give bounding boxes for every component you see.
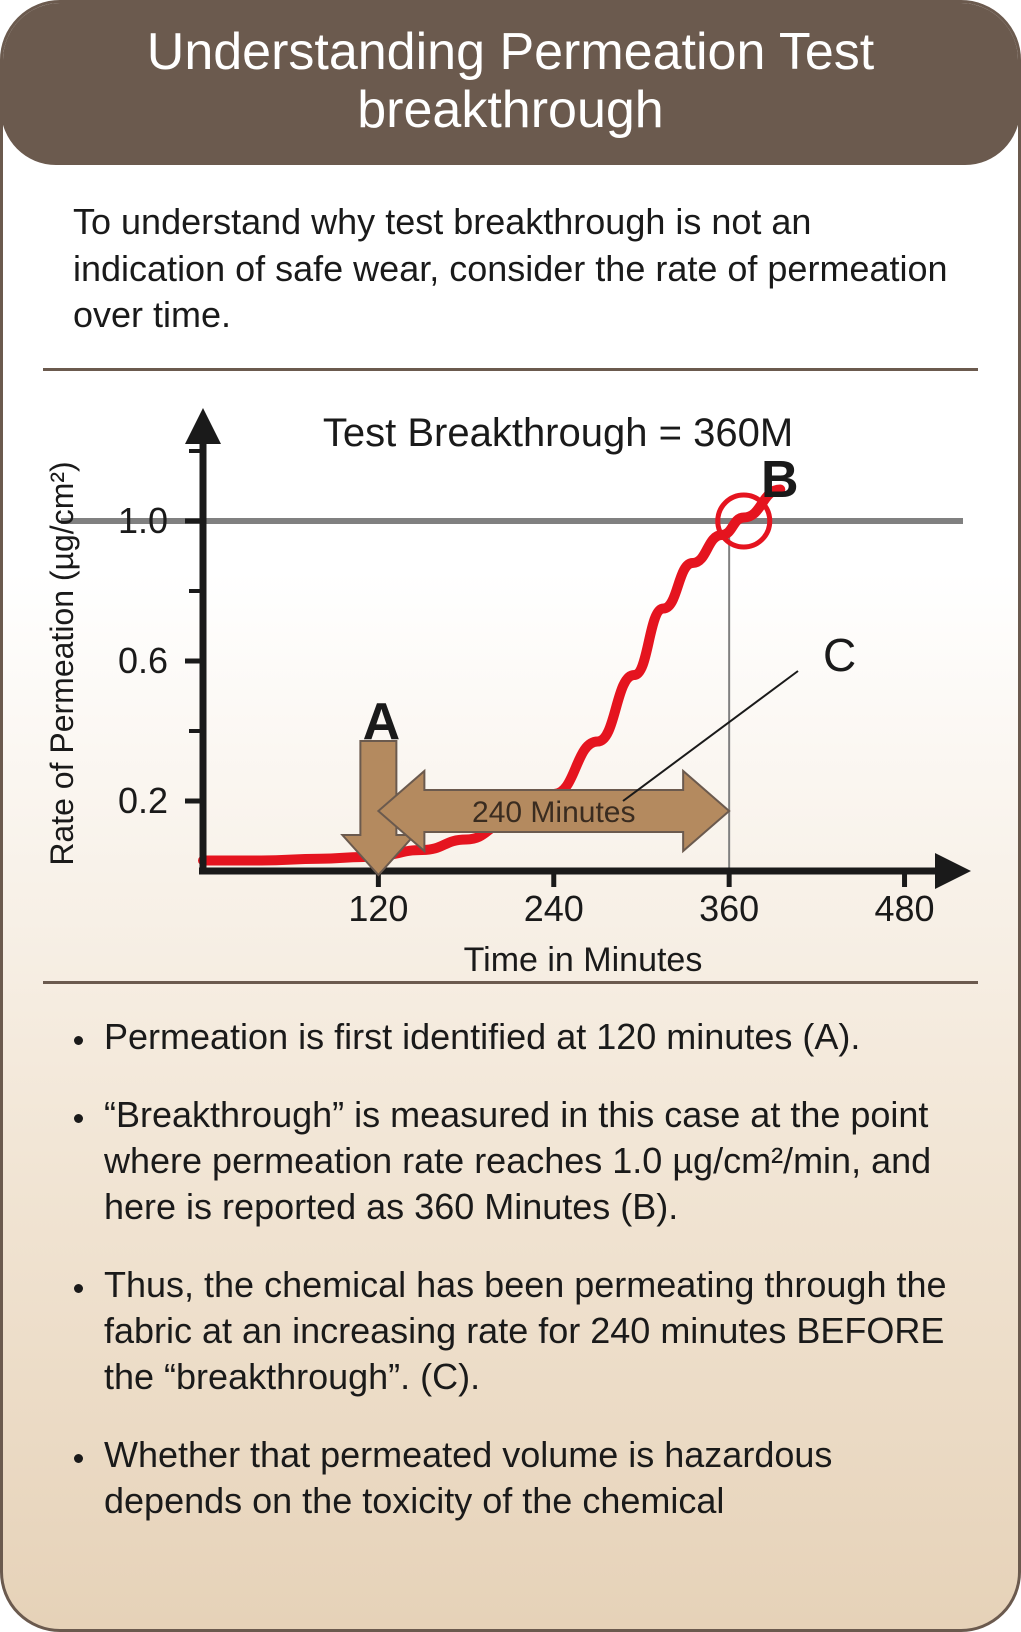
bullet-item: “Breakthrough” is measured in this case … [98,1092,948,1230]
svg-text:240 Minutes: 240 Minutes [472,796,635,829]
chart-svg: 0.2 0.6 1.0 120 240 360 480 Time in Minutes Rate… [3,371,1021,981]
svg-text:C: C [823,629,856,681]
card-title: Understanding Permeation Test breakthrou… [21,23,1000,139]
explanation-bullets: Permeation is first identified at 120 mi… [3,984,1018,1525]
svg-text:480: 480 [874,888,934,929]
svg-text:Rate of Permeation (µg/cm²): Rate of Permeation (µg/cm²) [44,461,80,865]
svg-text:B: B [761,451,799,509]
bullet-item: Permeation is first identified at 120 mi… [98,1014,948,1060]
svg-text:Time in Minutes: Time in Minutes [464,941,703,979]
svg-text:120: 120 [348,888,408,929]
permeation-chart: 0.2 0.6 1.0 120 240 360 480 Time in Minutes Rate… [3,371,1018,981]
card-header: Understanding Permeation Test breakthrou… [1,1,1020,165]
svg-text:Test Breakthrough = 360M: Test Breakthrough = 360M [323,411,793,455]
info-card: Understanding Permeation Test breakthrou… [0,0,1021,1632]
svg-text:360: 360 [699,888,759,929]
svg-text:0.6: 0.6 [118,640,168,681]
intro-paragraph: To understand why test breakthrough is n… [3,163,1018,367]
bullet-item: Whether that permeated volume is hazardo… [98,1432,948,1524]
svg-text:0.2: 0.2 [118,780,168,821]
svg-text:240: 240 [524,888,584,929]
title-line-1: Understanding Permeation Test [147,23,874,81]
svg-text:A: A [363,693,401,751]
title-line-2: breakthrough [357,81,663,139]
bullet-item: Thus, the chemical has been permeating t… [98,1262,948,1400]
svg-text:1.0: 1.0 [118,500,168,541]
